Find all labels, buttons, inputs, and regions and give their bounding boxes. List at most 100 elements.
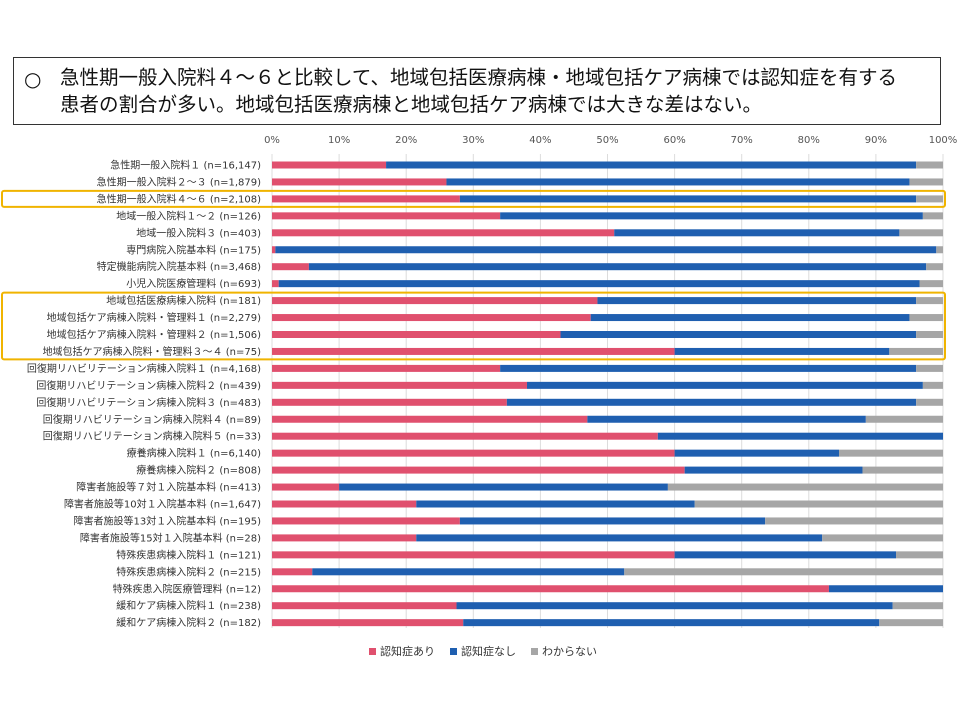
bar-segment — [459, 517, 766, 525]
category-label: 障害者施設等７対１入院基本料 (n=413) — [76, 481, 261, 494]
category-label: 急性期一般入院料４～６ (n=2,108) — [97, 192, 261, 205]
category-label: 特殊疾患入院医療管理料 (n=12) — [113, 582, 262, 595]
bar-segment — [272, 602, 457, 610]
bar-segment — [916, 331, 943, 338]
headline-line-1: 急性期一般入院料４～６と比較して、地域包括医療病棟・地域包括ケア病棟では認知症を… — [60, 66, 897, 89]
bar-segment — [312, 568, 625, 576]
category-label: 回復期リハビリテーション病棟入院料４ (n=89) — [43, 413, 261, 426]
bar-segment — [838, 449, 943, 457]
bar-segment — [892, 602, 943, 610]
bar-segment — [889, 347, 943, 355]
bar-segment — [416, 500, 695, 508]
bar-segment — [624, 568, 943, 576]
bar-segment — [308, 263, 927, 271]
bar-segment — [272, 432, 658, 440]
bar-segment — [272, 619, 464, 627]
category-label: 専門病院入院基本料 (n=175) — [126, 243, 261, 256]
category-label: 小児入院医療管理料 (n=693) — [126, 277, 261, 290]
bar-segment — [822, 534, 943, 542]
legend-label: わからない — [542, 645, 597, 658]
bar-segment — [922, 212, 943, 220]
bar-segment — [272, 500, 417, 508]
bar-segment — [500, 364, 917, 372]
bar-segment — [828, 585, 943, 593]
category-label: 特殊疾患病棟入院料２ (n=215) — [116, 565, 261, 578]
bar-segment — [896, 551, 943, 559]
bar-segment — [526, 381, 923, 389]
x-tick-label: 10% — [328, 135, 350, 146]
category-label: 地域包括ケア病棟入院料・管理料３～４ (n=75) — [43, 345, 262, 358]
bar-segment — [865, 415, 943, 423]
legend-label: 認知症あり — [380, 644, 435, 658]
bar-segment — [272, 381, 527, 389]
legend-label: 認知症なし — [461, 644, 516, 658]
highlight-frame — [1, 291, 946, 361]
bar-segment — [272, 229, 615, 237]
headline-box: ○ 急性期一般入院料４～６と比較して、地域包括医療病棟・地域包括ケア病棟では認知… — [13, 57, 941, 125]
bar-segment — [667, 483, 943, 491]
legend-swatch — [450, 648, 457, 655]
bar-segment — [272, 415, 588, 423]
bar-segment — [936, 246, 943, 254]
category-label: 療養病棟入院料２ (n=808) — [136, 464, 261, 477]
bar-segment — [926, 263, 943, 271]
bar-segment — [339, 483, 668, 491]
x-tick-label: 30% — [462, 135, 484, 146]
x-tick-label: 20% — [395, 135, 417, 146]
bar-segment — [919, 280, 943, 288]
bar-segment — [506, 398, 917, 406]
bar-segment — [272, 280, 279, 288]
bar-segment — [272, 178, 447, 186]
category-label: 緩和ケア病棟入院料１ (n=238) — [116, 599, 261, 612]
bar-segment — [674, 449, 839, 457]
category-label: 急性期一般入院料２～３ (n=1,879) — [97, 175, 261, 188]
bar-segment — [899, 229, 943, 237]
category-label: 地域一般入院料３ (n=403) — [136, 226, 261, 239]
bar-segment — [272, 195, 460, 203]
category-label: 急性期一般入院料１ (n=16,147) — [110, 159, 261, 172]
bar-segment — [272, 585, 829, 593]
bar-segment — [674, 551, 897, 559]
category-label: 特定機能病院入院基本料 (n=3,468) — [97, 260, 261, 273]
category-label: 回復期リハビリテーション病棟入院料１ (n=4,168) — [27, 362, 261, 375]
headline-marker: ○ — [24, 67, 42, 91]
bar-segment — [694, 500, 943, 508]
bar-segment — [446, 178, 910, 186]
category-label: 障害者施設等13対１入院基本料 (n=195) — [73, 514, 261, 527]
bar-segment — [463, 619, 880, 627]
x-tick-label: 40% — [529, 135, 551, 146]
bar-segment — [278, 280, 920, 288]
bar-segment — [916, 161, 943, 169]
bar-segment — [272, 331, 561, 338]
category-label: 地域包括ケア病棟入院料・管理料２ (n=1,506) — [47, 328, 261, 341]
x-tick-label: 0% — [264, 135, 280, 146]
headline-line-2: 患者の割合が多い。地域包括医療病棟と地域包括ケア病棟では大きな差はない。 — [60, 93, 763, 116]
bar-segment — [922, 381, 943, 389]
bar-segment — [916, 195, 943, 203]
bar-segment — [459, 195, 917, 203]
bar-segment — [272, 347, 675, 355]
bar-segment — [272, 449, 675, 457]
category-label: 回復期リハビリテーション病棟入院料２ (n=439) — [36, 379, 261, 392]
bar-segment — [272, 483, 340, 491]
category-label: 障害者施設等15対１入院基本料 (n=28) — [80, 531, 261, 544]
bar-segment — [916, 364, 943, 372]
x-tick-label: 60% — [663, 135, 685, 146]
bar-segment — [684, 466, 863, 474]
bar-segment — [272, 263, 309, 271]
category-label: 障害者施設等10対１入院基本料 (n=1,647) — [64, 498, 261, 511]
bar-segment — [272, 364, 501, 372]
x-tick-label: 50% — [596, 135, 618, 146]
x-tick-label: 80% — [798, 135, 820, 146]
bar-segment — [765, 517, 943, 525]
bar-segment — [909, 314, 943, 322]
bar-segment — [587, 415, 866, 423]
bar-segment — [272, 212, 501, 220]
category-label: 特殊疾患病棟入院料１ (n=121) — [116, 548, 261, 561]
category-label: 療養病棟入院料１ (n=6,140) — [127, 447, 261, 460]
bar-segment — [272, 466, 685, 474]
bar-segment — [272, 314, 591, 322]
highlight-frame — [1, 189, 946, 208]
bar-segment — [614, 229, 900, 237]
bar-segment — [597, 297, 917, 305]
